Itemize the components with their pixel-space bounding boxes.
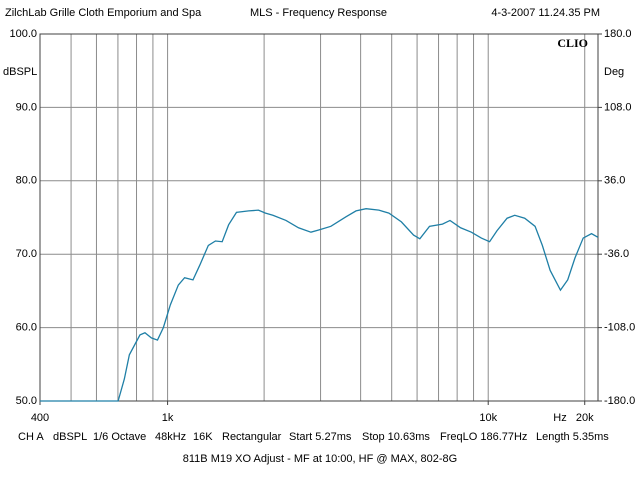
y-tick-label: 90.0 xyxy=(16,101,37,113)
footer-item: Length 5.35ms xyxy=(536,431,609,443)
y-tick-label: 80.0 xyxy=(16,175,37,187)
x-tick-label: 1k xyxy=(162,412,174,424)
x-tick-label: 20k xyxy=(576,412,594,424)
y2-tick-label: -108.0 xyxy=(604,322,635,334)
footer-item: CH A xyxy=(18,431,44,443)
footer-item: Stop 10.63ms xyxy=(362,431,430,443)
footer-item: 1/6 Octave xyxy=(93,431,146,443)
x-tick-label: 400 xyxy=(31,412,49,424)
y2-axis-label: Deg xyxy=(604,66,624,78)
footer-item: FreqLO 186.77Hz xyxy=(440,431,527,443)
y-axis-label: dBSPL xyxy=(3,66,37,78)
footer-item: dBSPL xyxy=(53,431,87,443)
caption: 811B M19 XO Adjust - MF at 10:00, HF @ M… xyxy=(183,453,457,465)
response-line xyxy=(40,208,599,402)
footer-item: Start 5.27ms xyxy=(289,431,352,443)
y2-tick-label: 36.0 xyxy=(604,175,625,187)
y-tick-label: 60.0 xyxy=(16,322,37,334)
x-tick-label: 10k xyxy=(479,412,497,424)
y2-tick-label: -180.0 xyxy=(604,395,635,407)
plot-frame xyxy=(39,33,599,402)
y-tick-label: 70.0 xyxy=(16,248,37,260)
y2-tick-label: 108.0 xyxy=(604,101,632,113)
y-tick-label: 100.0 xyxy=(9,28,37,40)
footer-item: 48kHz xyxy=(155,431,186,443)
footer-item: Rectangular xyxy=(222,431,282,443)
chart-title: MLS - Frequency Response xyxy=(250,7,387,19)
x-unit-label: Hz xyxy=(553,412,566,424)
y-tick-label: 50.0 xyxy=(16,395,37,407)
header-left: ZilchLab Grille Cloth Emporium and Spa xyxy=(5,7,202,19)
footer-item: 16K xyxy=(193,431,213,443)
logo: CLIO xyxy=(557,36,588,50)
header-right: 4-3-2007 11.24.35 PM xyxy=(491,7,600,19)
y2-tick-label: 180.0 xyxy=(604,28,632,40)
y2-tick-label: -36.0 xyxy=(604,248,629,260)
